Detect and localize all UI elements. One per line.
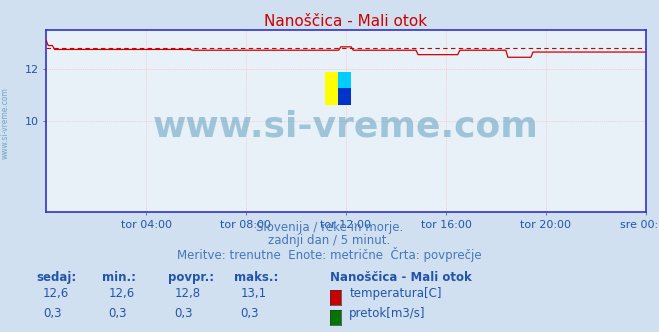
Text: maks.:: maks.: (234, 271, 278, 284)
Text: zadnji dan / 5 minut.: zadnji dan / 5 minut. (268, 234, 391, 247)
Text: 0,3: 0,3 (109, 307, 127, 320)
Text: Meritve: trenutne  Enote: metrične  Črta: povprečje: Meritve: trenutne Enote: metrične Črta: … (177, 247, 482, 262)
Text: 13,1: 13,1 (241, 287, 267, 300)
Text: min.:: min.: (102, 271, 136, 284)
FancyBboxPatch shape (325, 72, 338, 105)
Text: povpr.:: povpr.: (168, 271, 214, 284)
Text: 0,3: 0,3 (241, 307, 259, 320)
Text: 12,8: 12,8 (175, 287, 201, 300)
Title: Nanoščica - Mali otok: Nanoščica - Mali otok (264, 14, 428, 29)
FancyBboxPatch shape (338, 72, 351, 88)
Text: pretok[m3/s]: pretok[m3/s] (349, 307, 426, 320)
Text: Nanoščica - Mali otok: Nanoščica - Mali otok (330, 271, 471, 284)
Text: 12,6: 12,6 (109, 287, 135, 300)
Text: sedaj:: sedaj: (36, 271, 76, 284)
Text: temperatura[C]: temperatura[C] (349, 287, 442, 300)
Text: 12,6: 12,6 (43, 287, 69, 300)
Text: Slovenija / reke in morje.: Slovenija / reke in morje. (256, 221, 403, 234)
Text: www.si-vreme.com: www.si-vreme.com (153, 110, 539, 144)
Text: 0,3: 0,3 (175, 307, 193, 320)
Text: 0,3: 0,3 (43, 307, 61, 320)
FancyBboxPatch shape (338, 88, 351, 105)
Text: www.si-vreme.com: www.si-vreme.com (1, 87, 10, 159)
